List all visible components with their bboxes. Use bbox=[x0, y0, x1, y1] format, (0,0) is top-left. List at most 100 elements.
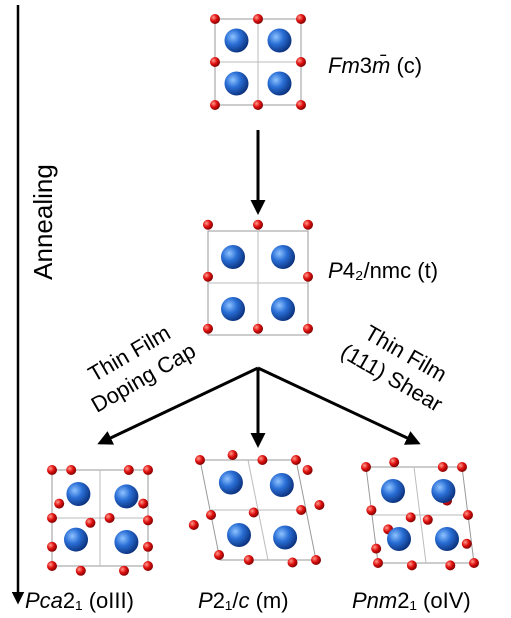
oxygen-atom bbox=[143, 542, 153, 552]
metal-atom bbox=[435, 527, 459, 551]
crystal bbox=[210, 14, 306, 110]
metal-atom bbox=[268, 72, 292, 96]
oxygen-atom bbox=[366, 505, 376, 515]
oxygen-atom bbox=[253, 324, 263, 334]
oxygen-atom bbox=[296, 505, 306, 515]
annealing-label: Annealing bbox=[28, 164, 58, 280]
oxygen-atom bbox=[203, 272, 213, 282]
oxygen-atom bbox=[291, 455, 301, 465]
oxygen-atom bbox=[296, 57, 306, 67]
oxygen-atom bbox=[407, 560, 417, 570]
oxygen-atom bbox=[463, 510, 473, 520]
label-part: P bbox=[328, 258, 343, 283]
label-part: 2₁ (oIV) bbox=[397, 588, 470, 613]
oxygen-atom bbox=[54, 499, 64, 509]
crystals bbox=[47, 14, 479, 576]
oxygen-atom bbox=[445, 560, 455, 570]
oxygen-atom bbox=[469, 558, 479, 568]
metal-atom bbox=[114, 484, 138, 508]
oxygen-atom bbox=[143, 515, 153, 525]
metal-atom bbox=[219, 471, 243, 495]
oxygen-atom bbox=[195, 455, 205, 465]
oxygen-atom bbox=[303, 220, 313, 230]
oxygen-atom bbox=[253, 14, 263, 24]
oxygen-atom bbox=[314, 500, 324, 510]
oxygen-atom bbox=[303, 465, 313, 475]
crystal bbox=[361, 457, 479, 570]
metal-atom bbox=[273, 526, 297, 550]
label-part: Pca bbox=[25, 588, 63, 613]
metal-atom bbox=[271, 297, 295, 321]
oxygen-atom bbox=[105, 513, 115, 523]
metal-atom bbox=[270, 473, 294, 497]
oxygen-atom bbox=[124, 465, 134, 475]
oxygen-atom bbox=[228, 450, 238, 460]
oxygen-atom bbox=[206, 510, 216, 520]
oxygen-atom bbox=[296, 14, 306, 24]
label-part: (c) bbox=[390, 53, 422, 78]
oxygen-atom bbox=[119, 566, 129, 576]
oxygen-atom bbox=[210, 100, 220, 110]
oxygen-atom bbox=[303, 272, 313, 282]
crystal bbox=[47, 465, 153, 576]
label-part: P bbox=[198, 588, 213, 613]
metal-atom bbox=[64, 528, 88, 552]
oxygen-atom bbox=[249, 508, 259, 518]
oxygen-atom bbox=[138, 499, 148, 509]
metal-atom bbox=[271, 245, 295, 269]
oxygen-atom bbox=[373, 558, 383, 568]
crystal bbox=[203, 220, 313, 335]
metal-atom bbox=[225, 29, 249, 53]
label-part: 3 bbox=[360, 53, 372, 78]
oxygen-atom bbox=[253, 220, 263, 230]
label-part: Fm bbox=[328, 53, 360, 78]
oxygen-atom bbox=[371, 544, 381, 554]
structure-label: Pnm2₁ (oIV) bbox=[352, 588, 471, 613]
metal-atom bbox=[221, 297, 245, 321]
oxygen-atom bbox=[288, 558, 298, 568]
oxygen-atom bbox=[85, 518, 95, 528]
metal-atom bbox=[431, 479, 455, 503]
oxygen-atom bbox=[438, 462, 448, 472]
structure-label: P2₁/c (m) bbox=[198, 588, 289, 613]
oxygen-atom bbox=[203, 324, 213, 334]
oxygen-atom bbox=[47, 542, 57, 552]
metal-atom bbox=[227, 523, 251, 547]
oxygen-atom bbox=[76, 566, 86, 576]
oxygen-atom bbox=[189, 520, 199, 530]
oxygen-atom bbox=[406, 512, 416, 522]
oxygen-atom bbox=[47, 513, 57, 523]
label-part: 4₂/nmc (t) bbox=[343, 258, 438, 283]
oxygen-atom bbox=[303, 324, 313, 334]
oxygen-atom bbox=[203, 220, 213, 230]
oxygen-atom bbox=[143, 561, 153, 571]
structure-label: Fm3m̄ (c) bbox=[328, 53, 422, 78]
label-part: 2₁/ bbox=[213, 588, 240, 613]
label-part: Pnm bbox=[352, 588, 397, 613]
oxygen-atom bbox=[143, 465, 153, 475]
metal-atom bbox=[268, 29, 292, 53]
oxygen-atom bbox=[214, 550, 224, 560]
label-part: c bbox=[238, 588, 249, 613]
oxygen-atom bbox=[423, 515, 433, 525]
oxygen-atom bbox=[66, 465, 76, 475]
oxygen-atom bbox=[296, 100, 306, 110]
structure-label: Pca2₁ (oIII) bbox=[25, 588, 134, 613]
metal-atom bbox=[225, 72, 249, 96]
edge-label: Thin Film(111) Shear bbox=[337, 314, 461, 416]
label-part: (m) bbox=[249, 588, 288, 613]
oxygen-atom bbox=[210, 57, 220, 67]
diagram: Annealing Fm3m̄ (c)P4₂/nmc (t)Pca2₁ (oII… bbox=[0, 0, 511, 618]
metal-atom bbox=[66, 482, 90, 506]
oxygen-atom bbox=[47, 561, 57, 571]
oxygen-atom bbox=[361, 462, 371, 472]
oxygen-atom bbox=[244, 555, 254, 565]
metal-atom bbox=[381, 479, 405, 503]
structure-label: P4₂/nmc (t) bbox=[328, 258, 438, 283]
label-part: m̄ bbox=[372, 53, 390, 78]
oxygen-atom bbox=[257, 455, 267, 465]
oxygen-atom bbox=[389, 457, 399, 467]
oxygen-atom bbox=[311, 555, 321, 565]
oxygen-atom bbox=[210, 14, 220, 24]
